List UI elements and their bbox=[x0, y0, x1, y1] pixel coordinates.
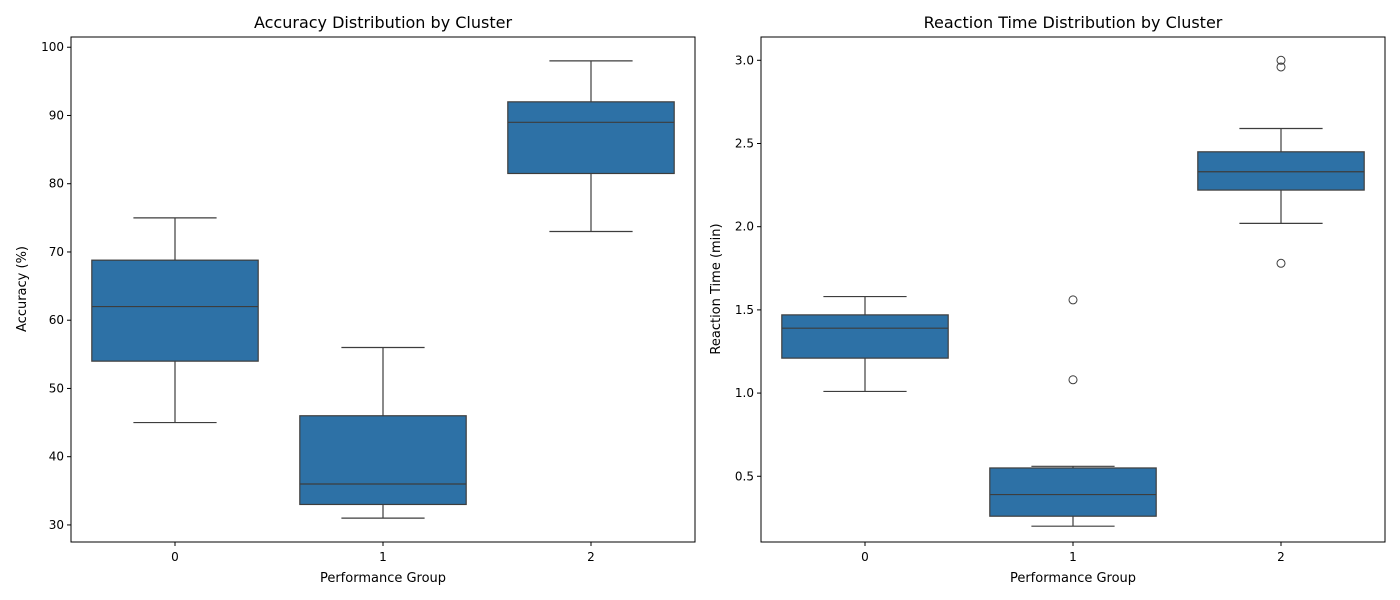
outlier-point bbox=[1276, 55, 1286, 65]
x-tick-label: 0 bbox=[861, 550, 869, 564]
x-tick-label: 0 bbox=[171, 550, 179, 564]
box-group-2 bbox=[507, 60, 675, 233]
y-tick-label: 1.0 bbox=[735, 386, 754, 400]
x-tick-label: 1 bbox=[379, 550, 387, 564]
box-iqr bbox=[781, 314, 949, 359]
y-tick-label: 40 bbox=[49, 450, 64, 464]
box-iqr bbox=[507, 101, 675, 175]
y-tick-label: 0.5 bbox=[735, 469, 754, 483]
outlier-point bbox=[1068, 375, 1078, 385]
reaction-time-boxplot-panel: Reaction Time Distribution by Cluster Pe… bbox=[709, 13, 1386, 586]
y-tick-label: 30 bbox=[49, 518, 64, 532]
y-axis-label: Reaction Time (min) bbox=[709, 223, 724, 354]
y-tick-label: 50 bbox=[49, 381, 64, 395]
box-group-1 bbox=[989, 295, 1157, 527]
y-tick-label: 70 bbox=[49, 245, 64, 259]
y-tick-label: 80 bbox=[49, 177, 64, 191]
x-tick-label: 1 bbox=[1069, 550, 1077, 564]
box-iqr bbox=[299, 415, 467, 506]
x-axis-label: Performance Group bbox=[320, 571, 446, 586]
outlier-point bbox=[1276, 258, 1286, 268]
box-group-2 bbox=[1197, 55, 1365, 268]
chart-title: Reaction Time Distribution by Cluster bbox=[924, 13, 1223, 32]
plot-area: 0.5 1.0 1.5 2.0 2.5 3.0 0 1 2 bbox=[735, 36, 1386, 564]
y-tick-label: 3.0 bbox=[735, 53, 754, 67]
y-tick-label: 2.5 bbox=[735, 136, 754, 150]
x-tick-label: 2 bbox=[1277, 550, 1285, 564]
box-iqr bbox=[989, 467, 1157, 517]
axes-frame bbox=[70, 36, 696, 543]
axes-frame bbox=[760, 36, 1386, 543]
y-tick-label: 60 bbox=[49, 313, 64, 327]
box-iqr bbox=[1197, 151, 1365, 191]
outlier-point bbox=[1276, 62, 1286, 72]
chart-title: Accuracy Distribution by Cluster bbox=[254, 13, 512, 32]
accuracy-boxplot-panel: Accuracy Distribution by Cluster Perform… bbox=[15, 13, 696, 586]
box-group-0 bbox=[91, 217, 259, 424]
plot-area: 30 40 50 60 70 80 90 100 0 1 2 bbox=[41, 36, 696, 564]
y-tick-label: 100 bbox=[41, 40, 64, 54]
outlier-point bbox=[1068, 295, 1078, 305]
x-axis-label: Performance Group bbox=[1010, 571, 1136, 586]
x-tick-label: 2 bbox=[587, 550, 595, 564]
y-tick-label: 90 bbox=[49, 108, 64, 122]
y-tick-label: 2.0 bbox=[735, 220, 754, 234]
box-group-0 bbox=[781, 295, 949, 393]
box-group-1 bbox=[299, 346, 467, 519]
y-axis-label: Accuracy (%) bbox=[15, 246, 30, 332]
y-tick-label: 1.5 bbox=[735, 303, 754, 317]
box-iqr bbox=[91, 259, 259, 362]
